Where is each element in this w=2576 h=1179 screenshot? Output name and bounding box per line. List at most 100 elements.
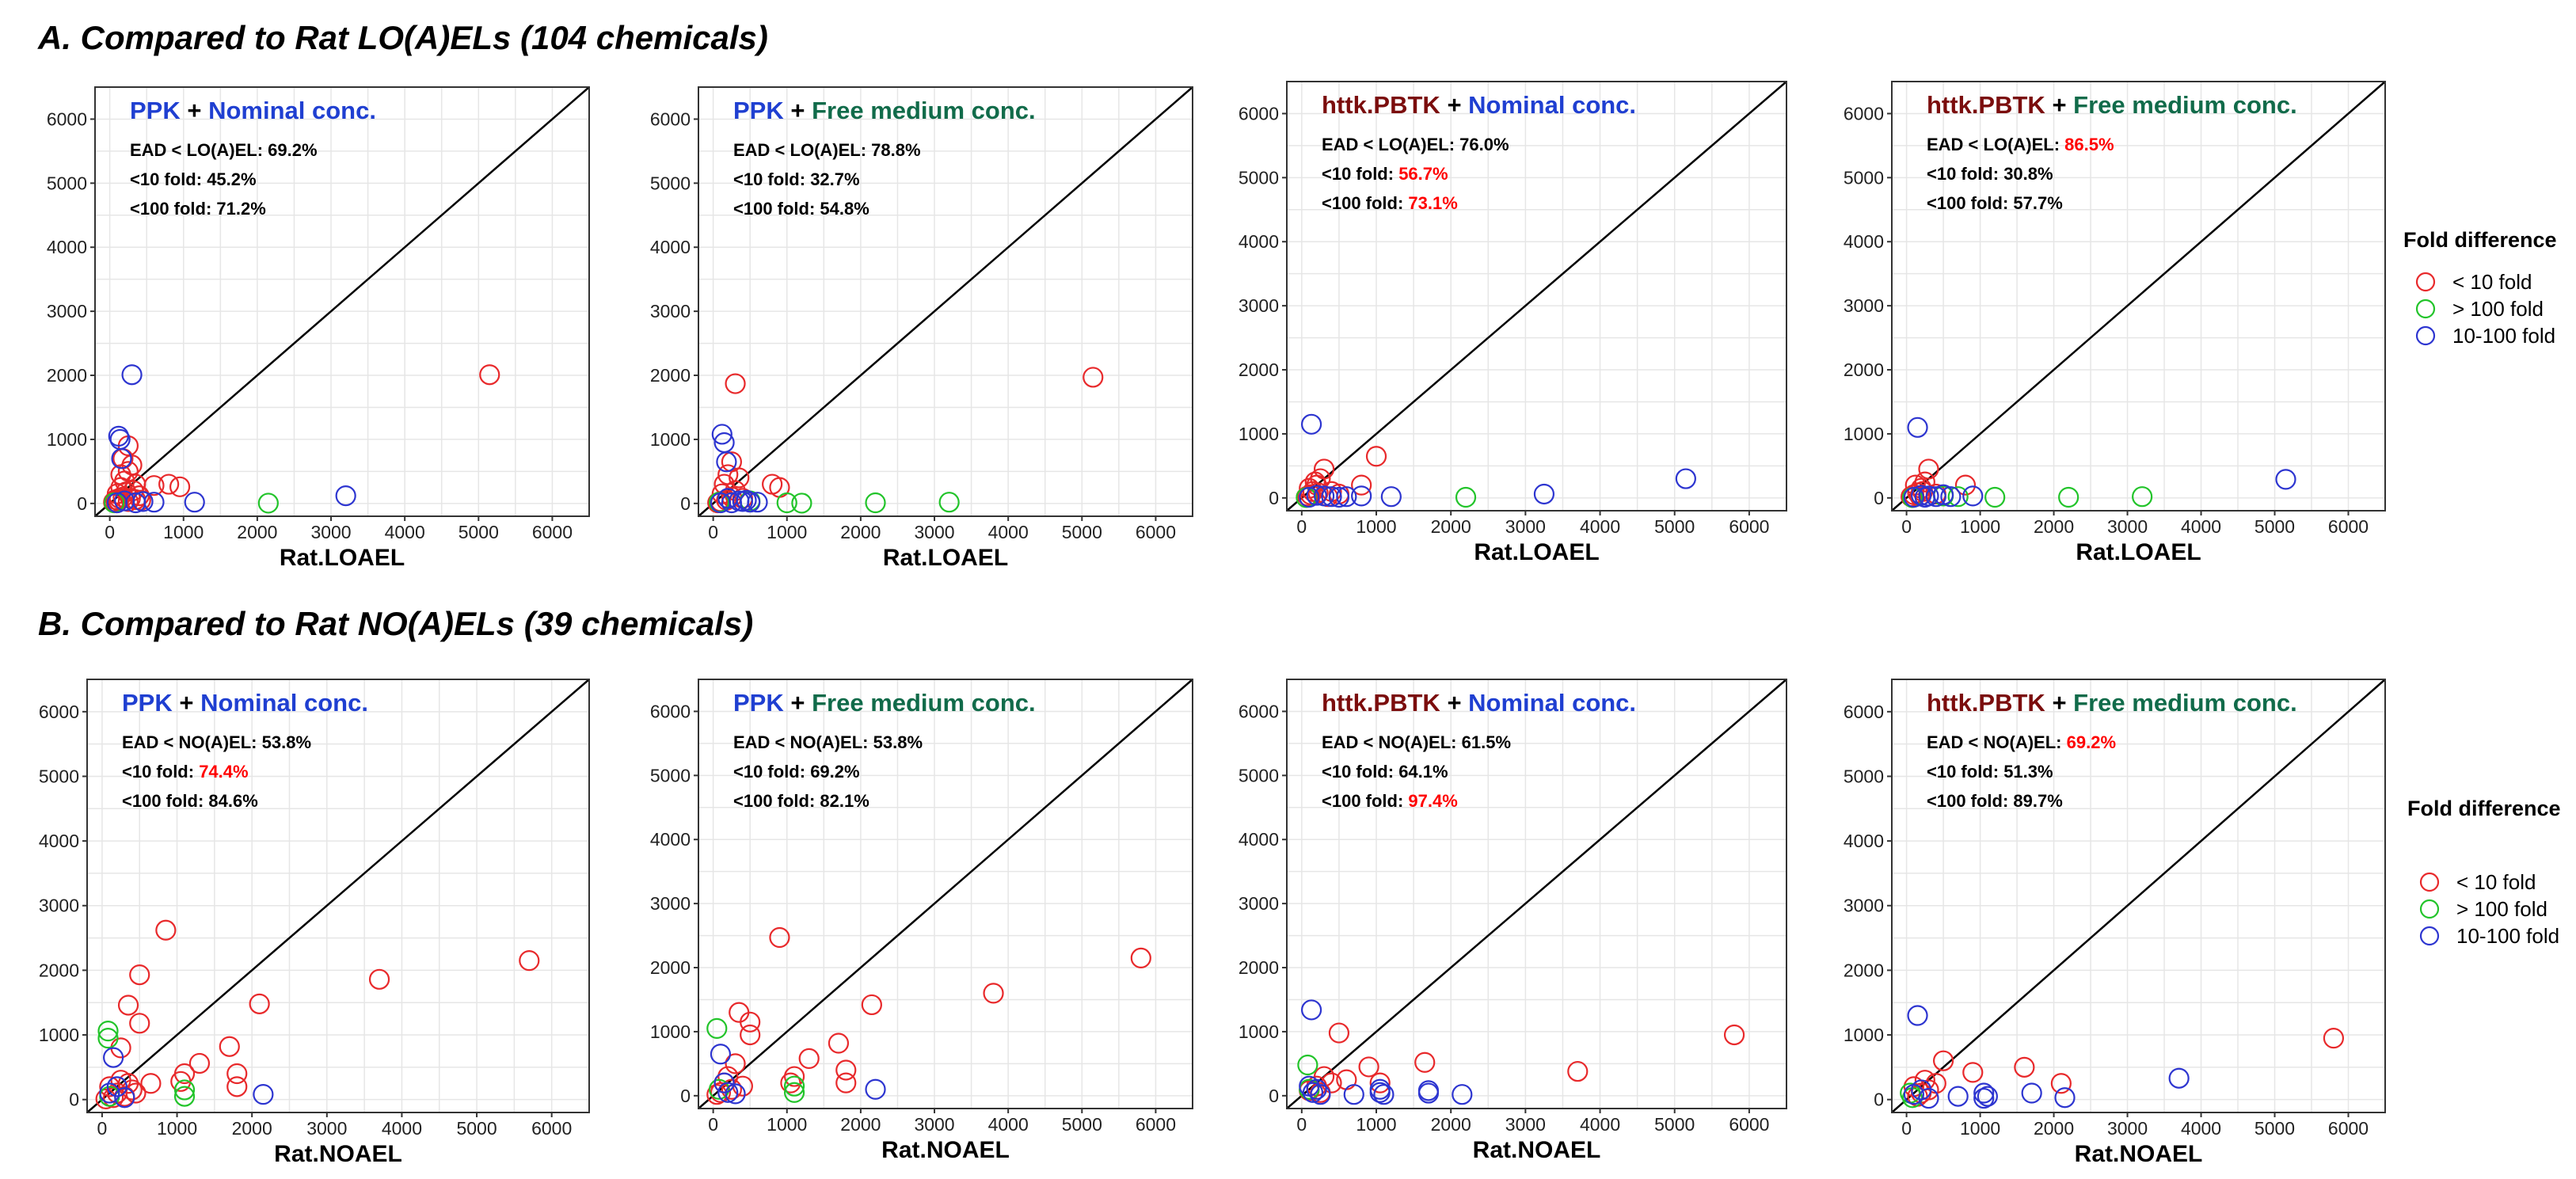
stat-text: 69.2%	[810, 762, 859, 782]
panel-title-part: +	[2045, 91, 2073, 119]
data-point	[1358, 1056, 1379, 1078]
stat-line: EAD < NO(A)EL: 69.2%	[1927, 732, 2116, 752]
data-point	[99, 1082, 120, 1104]
stat-text: EAD < LO(A)EL:	[1927, 135, 2064, 154]
panel-frame	[698, 679, 1193, 1109]
data-point	[114, 1087, 135, 1109]
stat-text: EAD < NO(A)EL:	[733, 732, 873, 752]
stat-text: 89.7%	[2013, 791, 2062, 811]
stat-text: <100 fold:	[1322, 791, 1408, 811]
data-point	[791, 493, 812, 514]
data-point	[835, 1059, 857, 1081]
data-point	[111, 448, 132, 470]
y-tick-label: 1000	[39, 1025, 79, 1045]
panel-title-part: httk.PBTK	[1927, 689, 2045, 717]
stat-value-highlight: 73.1%	[1408, 193, 1457, 213]
panel-title-part: Free medium conc.	[812, 97, 1036, 124]
data-point	[97, 1028, 119, 1049]
legend-no-a-el: Fold difference < 10 fold > 100 fold 10-100…	[2407, 797, 2561, 948]
stat-value-highlight: 86.5%	[2064, 135, 2114, 154]
data-point	[132, 491, 154, 512]
data-point	[97, 1021, 119, 1042]
panel-title: PPK + Free medium conc.	[733, 689, 1036, 717]
data-point	[1321, 486, 1342, 508]
y-tick-label: 0	[77, 493, 87, 514]
identity-line	[698, 86, 1193, 517]
data-point	[725, 373, 746, 394]
data-point	[1903, 486, 1924, 508]
stat-value-highlight: 74.4%	[199, 762, 248, 782]
stat-text: <10 fold:	[1927, 762, 2003, 782]
stat-line: <100 fold: 97.4%	[1322, 791, 1458, 811]
panel-title: httk.PBTK + Nominal conc.	[1322, 689, 1636, 717]
data-point	[828, 1033, 850, 1054]
y-tick-label: 1000	[47, 429, 87, 450]
panel-title-part: Free medium conc.	[2073, 689, 2297, 717]
stat-text: 45.2%	[207, 169, 256, 189]
stat-line: EAD < LO(A)EL: 69.2%	[130, 140, 318, 160]
stat-line: <10 fold: 56.7%	[1322, 164, 1448, 184]
y-tick-label: 2000	[39, 960, 79, 980]
legend-label: 10-100 fold	[2452, 324, 2555, 348]
y-tick-label: 5000	[47, 173, 87, 193]
y-tick-label: 4000	[1239, 829, 1279, 850]
data-point	[1962, 1062, 1984, 1083]
panel-frame	[1891, 81, 2386, 512]
stat-text: <10 fold:	[130, 169, 207, 189]
y-tick-label: 5000	[39, 766, 79, 786]
series--10-fold	[706, 926, 1151, 1105]
y-tick-label: 3000	[47, 301, 87, 321]
data-point	[2168, 1067, 2190, 1089]
panel-title-part: +	[2045, 689, 2073, 717]
stat-text: <10 fold:	[122, 762, 199, 782]
scatter-panel-3: 00 1000 1000 2000 2000 3000 3000 4000 4000 5000 50…	[1239, 81, 1787, 565]
data-point	[226, 1063, 248, 1085]
panel-title-part: +	[1440, 91, 1468, 119]
series--10-fold	[1299, 1022, 1745, 1103]
legend-label: < 10 fold	[2456, 870, 2536, 894]
x-tick-label: 4000	[1580, 1114, 1620, 1135]
series-10-100-fold	[106, 364, 356, 514]
data-point	[716, 451, 737, 473]
x-tick-label: 6000	[1729, 1114, 1769, 1135]
data-point	[1313, 485, 1335, 507]
x-tick-label: 4000	[1580, 516, 1620, 537]
panel-title-part: +	[173, 689, 200, 717]
data-point	[1302, 1082, 1324, 1103]
legend-key	[2419, 872, 2440, 892]
data-point	[1300, 999, 1322, 1021]
data-point	[1306, 485, 1327, 506]
panel-title-part: +	[1440, 689, 1468, 717]
section-title-b: B. Compared to Rat NO(A)ELs (39 chemical…	[38, 605, 753, 642]
x-tick-label: 5000	[2254, 516, 2295, 537]
panel-frame	[1286, 81, 1787, 512]
stat-text: 78.8%	[871, 140, 920, 160]
y-tick-label: 3000	[1239, 893, 1279, 914]
data-point	[1297, 485, 1318, 507]
data-point	[103, 1047, 124, 1068]
data-point	[1973, 1082, 1995, 1104]
data-point	[1336, 486, 1357, 508]
data-point	[1343, 1084, 1364, 1105]
stat-line: <100 fold: 84.6%	[122, 791, 258, 811]
scatter-panel-2: 00 1000 1000 2000 2000 3000 3000 4000 4000 5000 50…	[650, 86, 1193, 571]
x-tick-label: 6000	[1136, 522, 1176, 542]
stat-text: 71.2%	[216, 199, 265, 219]
y-tick-label: 0	[680, 1086, 691, 1106]
stat-text: EAD < NO(A)EL:	[1927, 732, 2067, 752]
data-point	[740, 1024, 761, 1046]
scatter-panel-7: 00 1000 1000 2000 2000 3000 3000 4000 4000 5000 50…	[1239, 679, 1787, 1163]
stat-line: <100 fold: 89.7%	[1927, 791, 2063, 811]
series-10-100-fold	[710, 424, 768, 514]
panel-title: PPK + Nominal conc.	[122, 689, 368, 717]
stat-line: <100 fold: 73.1%	[1322, 193, 1458, 213]
data-point	[125, 1082, 146, 1104]
x-tick-label: 4000	[382, 1118, 422, 1139]
data-point	[2323, 1028, 2345, 1049]
stat-line: EAD < LO(A)EL: 78.8%	[733, 140, 921, 160]
data-point	[1947, 1086, 1969, 1107]
x-tick-label: 6000	[1729, 516, 1769, 537]
chart-panels: 0010001000200020003000300040004000500050…	[39, 81, 2386, 1167]
stat-text: 69.2%	[268, 140, 317, 160]
series-10-100-fold	[99, 1047, 274, 1109]
